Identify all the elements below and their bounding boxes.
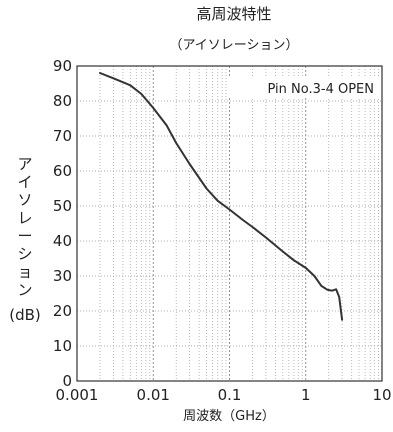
y-axis-label-char: ョ (17, 263, 32, 281)
series-group (99, 72, 344, 321)
x-tick-label: 0.01 (137, 386, 170, 404)
x-tick-label: 1 (301, 386, 311, 404)
y-tick-label: 40 (53, 232, 72, 250)
y-axis-label-char: イ (17, 173, 32, 191)
tick-labels: 0.001 0.01 0.1 1 10 0 10 20 30 40 50 60 70 80 90 (53, 57, 392, 404)
x-tick-label: 0.1 (218, 386, 242, 404)
y-tick-label: 20 (53, 302, 72, 320)
y-axis-label-char: ソ (17, 191, 32, 209)
x-axis-label: 周波数（GHz） (183, 409, 275, 424)
x-tick-label: 10 (372, 386, 391, 404)
y-axis-label-char: ー (17, 227, 32, 245)
y-tick-label: 10 (53, 337, 72, 355)
y-tick-label: 50 (53, 197, 72, 215)
y-axis-label-char: ア (17, 155, 32, 173)
chart-subtitle: （アイソレーション） (169, 38, 298, 53)
y-axis-label-char: シ (17, 245, 32, 263)
y-axis-unit: (dB) (9, 306, 41, 324)
y-axis-label-char: レ (17, 209, 32, 227)
y-tick-label: 30 (53, 267, 72, 285)
plot-frame (76, 65, 383, 382)
y-tick-label: 90 (53, 57, 72, 75)
series-line (99, 72, 344, 321)
grid (77, 66, 382, 381)
y-axis-label: アイソレーション (dB) (9, 155, 41, 324)
y-tick-label: 80 (53, 92, 72, 110)
y-axis-label-char: ン (17, 281, 32, 299)
y-tick-label: 70 (53, 127, 72, 145)
chart-title: 高周波特性 (196, 5, 271, 23)
y-tick-label: 60 (53, 162, 72, 180)
x-tick-label: 0.001 (56, 386, 99, 404)
annotation-background (227, 76, 379, 98)
annotation: Pin No.3-4 OPEN (268, 82, 375, 97)
y-tick-label: 0 (62, 372, 72, 390)
